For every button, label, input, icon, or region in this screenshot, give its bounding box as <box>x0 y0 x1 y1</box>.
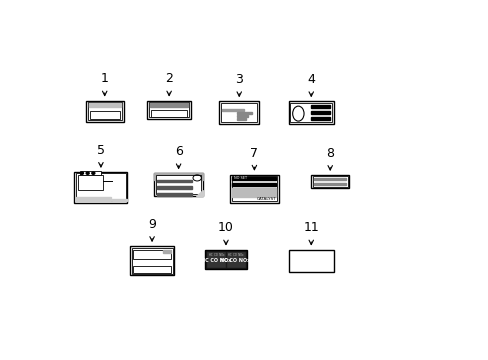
Bar <box>89 111 120 119</box>
Bar <box>237 115 247 117</box>
Bar <box>147 101 190 119</box>
Text: NO SET: NO SET <box>233 176 246 180</box>
Bar <box>232 188 276 197</box>
Bar <box>163 250 171 253</box>
Bar <box>237 112 251 114</box>
Polygon shape <box>195 190 203 195</box>
Bar <box>131 248 172 274</box>
Bar <box>290 103 331 122</box>
Bar <box>231 176 277 201</box>
Bar <box>76 174 125 201</box>
Bar <box>132 250 171 259</box>
Text: 1: 1 <box>101 72 108 85</box>
Bar <box>129 246 174 275</box>
Bar <box>85 101 123 122</box>
Bar <box>157 180 192 183</box>
Bar <box>207 252 225 267</box>
Bar <box>310 175 348 188</box>
Bar <box>157 186 192 189</box>
Bar <box>205 250 246 269</box>
Circle shape <box>92 172 95 174</box>
Bar <box>74 172 127 203</box>
Bar <box>154 174 203 195</box>
Text: 5: 5 <box>97 144 105 157</box>
Bar <box>151 109 187 117</box>
Text: 7: 7 <box>250 147 258 159</box>
Text: 3: 3 <box>235 73 243 86</box>
Bar <box>311 105 329 108</box>
Bar <box>154 174 203 180</box>
Bar <box>229 175 279 203</box>
Text: HC CO NOx: HC CO NOx <box>201 258 231 264</box>
Bar <box>157 193 192 195</box>
Text: 2: 2 <box>165 72 173 85</box>
Text: 11: 11 <box>303 221 319 234</box>
Bar <box>132 266 171 273</box>
Bar <box>237 118 245 120</box>
Bar <box>150 103 187 107</box>
Bar <box>232 177 276 180</box>
Text: 10: 10 <box>218 221 233 234</box>
Bar <box>311 111 329 114</box>
Circle shape <box>81 172 83 174</box>
Text: 6: 6 <box>174 145 182 158</box>
Bar <box>226 252 244 267</box>
Text: 4: 4 <box>306 73 315 86</box>
Bar <box>288 102 333 123</box>
Bar <box>156 175 201 194</box>
Bar <box>314 183 346 185</box>
Bar <box>232 184 276 186</box>
Bar <box>87 102 122 120</box>
Bar <box>76 197 111 202</box>
Bar <box>80 171 101 175</box>
Bar <box>89 103 121 107</box>
Text: CATALYST: CATALYST <box>257 197 276 201</box>
Bar <box>221 103 257 122</box>
Text: HC  CO  NOx: HC CO NOx <box>227 253 243 257</box>
Bar <box>288 250 333 272</box>
Bar <box>149 102 189 117</box>
Text: 9: 9 <box>148 218 156 231</box>
Bar <box>312 176 347 187</box>
Bar <box>314 178 346 180</box>
Bar <box>78 175 102 190</box>
Text: 8: 8 <box>325 147 333 160</box>
Text: HC  CO  NOx: HC CO NOx <box>208 253 224 257</box>
Bar <box>219 102 259 123</box>
Circle shape <box>86 172 89 174</box>
Bar <box>112 199 126 202</box>
Bar <box>222 109 244 111</box>
Text: HC CO NOx: HC CO NOx <box>220 258 250 264</box>
Bar <box>311 117 329 120</box>
